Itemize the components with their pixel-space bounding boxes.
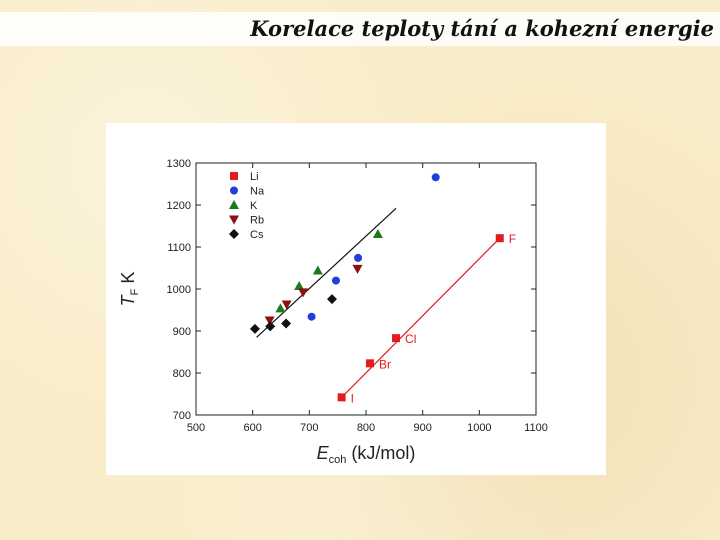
data-point-cs (281, 318, 292, 329)
legend-marker-cs (229, 229, 239, 239)
data-point-na (307, 312, 316, 321)
legend-marker-rb (229, 215, 239, 225)
point-annotation: F (509, 232, 516, 246)
y-tick-label: 1200 (167, 200, 191, 212)
legend-marker-k (229, 200, 239, 209)
x-tick-label: 500 (187, 422, 205, 434)
point-annotation: Cl (405, 332, 416, 346)
data-point-li (392, 334, 401, 343)
data-point-na (331, 276, 340, 285)
legend-marker-na (230, 186, 238, 195)
x-tick-label: 600 (243, 422, 261, 434)
data-point-rb (352, 264, 363, 274)
data-point-k (372, 228, 383, 238)
chart-figure: 500 600 700 800 900 1000 1100 700 800 900 1000 1100… (106, 123, 606, 475)
data-point-cs (327, 294, 337, 305)
x-tick-label: 800 (357, 422, 375, 434)
slide-title: Korelace teploty tání a kohezní energie (250, 16, 714, 41)
data-point-k (275, 303, 286, 313)
y-tick-label: 1100 (167, 242, 191, 254)
x-tick-label: 1000 (467, 422, 491, 434)
y-axis-label: TF K (118, 272, 141, 307)
data-point-rb (298, 288, 309, 298)
legend-label: Cs (250, 229, 264, 241)
data-point-na (354, 253, 363, 262)
point-annotation: Br (379, 357, 391, 371)
legend-label: K (250, 200, 258, 212)
data-point-k (312, 265, 323, 275)
data-point-k (294, 281, 305, 291)
fit-line (341, 237, 501, 398)
title-bar (0, 12, 720, 46)
x-tick-label: 900 (413, 422, 431, 434)
y-tick-label: 1000 (167, 284, 191, 296)
legend-marker-li (230, 172, 238, 180)
y-tick-label: 900 (173, 326, 191, 338)
data-point-li (337, 393, 346, 402)
data-point-cs (265, 321, 276, 332)
y-tick-label: 800 (173, 368, 191, 380)
legend-label: Rb (250, 215, 264, 227)
fit-line (256, 207, 397, 338)
data-point-cs (249, 323, 260, 334)
scatter-chart: 500 600 700 800 900 1000 1100 700 800 900 1000 1100… (118, 158, 548, 466)
y-tick-label: 1300 (167, 158, 191, 170)
data-point-rb (281, 300, 292, 310)
data-point-na (431, 173, 440, 182)
x-tick-label: 700 (300, 422, 318, 434)
point-annotation: I (351, 391, 354, 405)
data-point-li (495, 234, 504, 243)
x-axis-label: Ecoh (kJ/mol) (317, 443, 416, 466)
data-point-li (365, 359, 374, 368)
x-tick-label: 1100 (524, 422, 548, 434)
data-point-rb (264, 316, 275, 326)
y-tick-label: 700 (173, 410, 191, 422)
legend-label: Li (250, 171, 259, 183)
plot-area-frame (195, 162, 537, 416)
legend-label: Na (250, 186, 265, 198)
